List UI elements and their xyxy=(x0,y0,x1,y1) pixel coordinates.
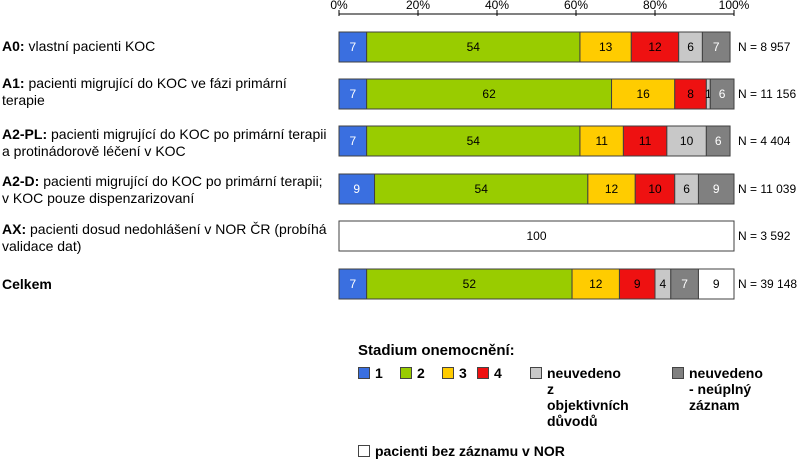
bar-value-label: 6 xyxy=(715,134,722,148)
x-tick-label: 80% xyxy=(643,0,667,12)
legend-swatch-3 xyxy=(442,367,454,379)
bar-value-label: 7 xyxy=(349,87,356,101)
bar-n-label: N = 4 404 xyxy=(738,134,791,148)
x-tick-label: 0% xyxy=(330,0,348,12)
bar-value-label: 7 xyxy=(681,277,688,291)
bar-segment xyxy=(571,268,620,300)
bar-segment xyxy=(622,125,668,157)
x-tick-label: 40% xyxy=(485,0,509,12)
bar-value-label: 12 xyxy=(605,182,619,196)
legend-label-1: 1 xyxy=(375,365,383,381)
bar-value-label: 54 xyxy=(467,134,481,148)
bar-n-label: N = 8 957 xyxy=(738,40,791,54)
bar-value-label: 12 xyxy=(589,277,603,291)
bar-n-label: N = 11 156 xyxy=(738,87,796,101)
bar-segment xyxy=(338,78,368,110)
row-label-a1: A1: pacienti migrující do KOC ve fázi pr… xyxy=(2,75,287,108)
bar-value-label: 7 xyxy=(713,40,720,54)
bar-segment xyxy=(338,125,368,157)
bar-value-label: 12 xyxy=(648,40,662,54)
bar-value-label: 13 xyxy=(599,40,613,54)
row-label-a0: A0: vlastní pacienti KOC xyxy=(2,38,156,54)
bar-value-label: 6 xyxy=(719,87,726,101)
bar-value-label: 7 xyxy=(349,277,356,291)
bar-value-label: 9 xyxy=(713,182,720,196)
bar-segment xyxy=(338,268,368,300)
legend-label-incomplete: neuvedeno - neúplný záznam xyxy=(689,365,763,413)
bar-segment xyxy=(670,268,699,300)
legend-swatch-2 xyxy=(400,367,412,379)
row-label-a2-pl: A2-PL: pacienti migrující do KOC po prim… xyxy=(2,126,327,159)
bar-value-label: 7 xyxy=(349,40,356,54)
bar-value-label: 6 xyxy=(683,182,690,196)
bar-segment xyxy=(666,125,707,157)
stacked-bar-chart: 0% 20% 40% 60% 80% 100% 7 54 13 12 6 7 N = 8 957 7 62 1… xyxy=(330,0,797,300)
bar-value-label: 52 xyxy=(463,277,477,291)
bar-segment xyxy=(338,220,735,252)
bar-segment xyxy=(630,31,680,63)
bar-segment xyxy=(366,125,581,157)
legend-label-objective: neuvedeno z objektivních důvodů xyxy=(547,365,629,429)
bar-segment xyxy=(366,268,573,300)
bar-n-label: N = 3 592 xyxy=(738,229,791,243)
x-tick-label: 20% xyxy=(406,0,430,12)
bar-segment xyxy=(618,268,656,300)
row-label-ax: AX: pacienti dosud nedohlášení v NOR ČR … xyxy=(2,221,327,254)
bar-value-label: 9 xyxy=(713,277,720,291)
bar-value-label: 10 xyxy=(648,182,662,196)
bar-segment xyxy=(697,268,735,300)
bar-segment xyxy=(697,173,735,205)
legend-swatch-incomplete xyxy=(672,367,684,379)
bar-n-label: N = 39 148 xyxy=(738,277,797,291)
bar-value-label: 100 xyxy=(526,229,546,243)
bar-segment xyxy=(338,31,368,63)
legend-label-4: 4 xyxy=(494,365,502,381)
row-label-a2-d: A2-D: pacienti migrující do KOC po primá… xyxy=(2,173,323,206)
bar-segment xyxy=(587,173,636,205)
bar-segment xyxy=(709,78,735,110)
bar-value-label: 16 xyxy=(636,87,650,101)
bar-value-label: 11 xyxy=(639,134,652,148)
bar-value-label: 54 xyxy=(475,182,489,196)
legend-label-3: 3 xyxy=(459,365,467,381)
bar-value-label: 9 xyxy=(634,277,641,291)
x-tick-label: 60% xyxy=(564,0,588,12)
legend-swatch-no-record xyxy=(358,445,370,457)
x-tick-label: 100% xyxy=(719,0,750,12)
bar-segment xyxy=(701,31,731,63)
bar-segment xyxy=(611,78,676,110)
bar-value-label: 62 xyxy=(482,87,496,101)
bar-value-label: 4 xyxy=(660,277,667,291)
bar-segment xyxy=(705,125,731,157)
legend-title: Stadium onemocnění: xyxy=(358,342,515,359)
row-label-celkem: Celkem xyxy=(2,276,52,292)
bar-value-label: 6 xyxy=(687,40,694,54)
legend-label-no-record: pacienti bez záznamu v NOR xyxy=(375,443,565,459)
legend-swatch-objective xyxy=(530,367,542,379)
bar-segment xyxy=(338,173,376,205)
bar-value-label: 8 xyxy=(687,87,694,101)
legend-swatch-4 xyxy=(477,367,489,379)
bar-value-label: 9 xyxy=(353,182,360,196)
bar-value-label: 1 xyxy=(705,87,712,101)
legend-swatch-1 xyxy=(358,367,370,379)
bar-segment xyxy=(579,31,632,63)
bar-n-label: N = 11 039 xyxy=(738,182,796,196)
bar-segment xyxy=(674,78,707,110)
bar-value-label: 11 xyxy=(595,134,608,148)
bar-value-label: 7 xyxy=(349,134,356,148)
bar-segment xyxy=(366,31,581,63)
legend-label-2: 2 xyxy=(417,365,425,381)
bar-value-label: 54 xyxy=(467,40,481,54)
bar-value-label: 10 xyxy=(680,134,694,148)
